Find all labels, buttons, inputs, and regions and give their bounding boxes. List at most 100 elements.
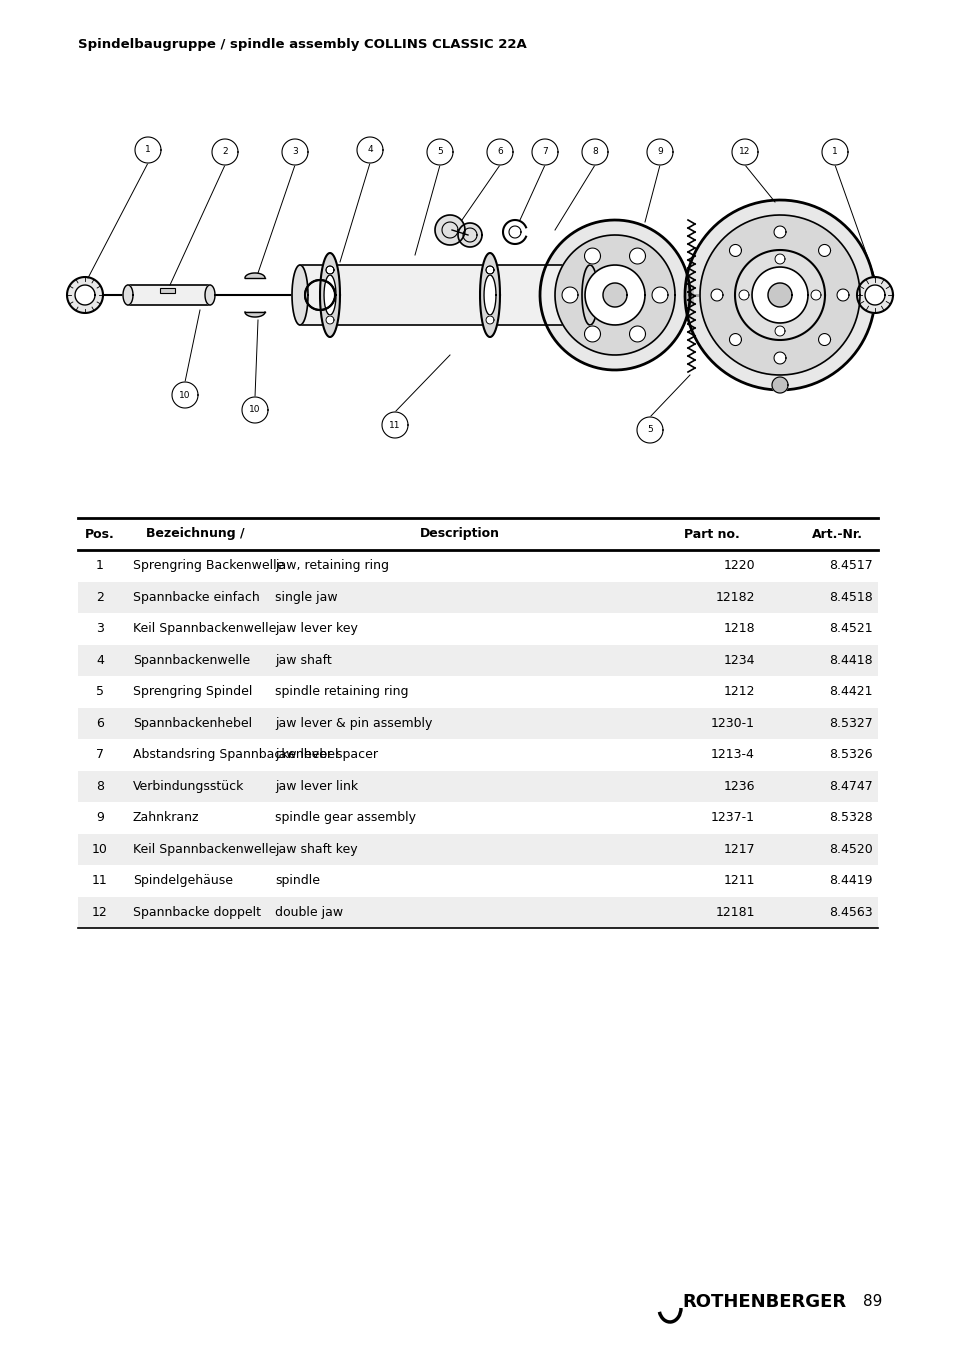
Polygon shape: [864, 285, 884, 306]
Polygon shape: [326, 266, 334, 274]
Polygon shape: [245, 312, 265, 316]
Polygon shape: [78, 771, 877, 802]
Text: 11: 11: [92, 875, 108, 887]
Text: 1237-1: 1237-1: [710, 811, 754, 825]
Polygon shape: [856, 277, 892, 314]
Text: jaw, retaining ring: jaw, retaining ring: [274, 560, 389, 572]
Text: 1220: 1220: [722, 560, 754, 572]
Text: Spindelgehäuse: Spindelgehäuse: [132, 875, 233, 887]
Polygon shape: [773, 226, 785, 238]
Text: 1217: 1217: [722, 842, 754, 856]
Polygon shape: [532, 139, 558, 165]
Polygon shape: [485, 316, 494, 324]
Text: Bezeichnung /: Bezeichnung /: [146, 527, 244, 541]
Polygon shape: [486, 139, 513, 165]
Text: 8.4563: 8.4563: [828, 906, 872, 919]
Text: Abstandsring Spannbackenhebel: Abstandsring Spannbackenhebel: [132, 748, 338, 761]
Text: jaw shaft key: jaw shaft key: [274, 842, 357, 856]
Text: 7: 7: [96, 748, 104, 761]
Polygon shape: [483, 274, 496, 315]
Text: 12181: 12181: [715, 906, 754, 919]
Polygon shape: [581, 139, 607, 165]
Text: Spindelbaugruppe / spindle assembly COLLINS CLASSIC 22A: Spindelbaugruppe / spindle assembly COLL…: [78, 38, 526, 51]
Text: 10: 10: [92, 842, 108, 856]
Polygon shape: [771, 377, 787, 393]
Polygon shape: [729, 334, 740, 346]
Polygon shape: [637, 416, 662, 443]
Polygon shape: [818, 245, 830, 257]
Polygon shape: [710, 289, 722, 301]
Text: Sprengring Backenwelle: Sprengring Backenwelle: [132, 560, 284, 572]
Polygon shape: [684, 200, 874, 389]
Polygon shape: [78, 581, 877, 612]
Polygon shape: [326, 266, 334, 274]
Polygon shape: [651, 287, 667, 303]
Polygon shape: [629, 326, 645, 342]
Polygon shape: [774, 254, 784, 264]
Polygon shape: [326, 316, 334, 324]
Text: 1218: 1218: [722, 622, 754, 635]
Polygon shape: [435, 215, 464, 245]
Text: 8: 8: [96, 780, 104, 792]
Polygon shape: [172, 383, 198, 408]
Polygon shape: [751, 266, 807, 323]
Text: Verbindungsstück: Verbindungsstück: [132, 780, 244, 792]
Text: Part no.: Part no.: [683, 527, 740, 541]
Text: Sprengring Spindel: Sprengring Spindel: [132, 685, 253, 698]
Text: Spannbackenhebel: Spannbackenhebel: [132, 717, 252, 730]
Polygon shape: [581, 265, 598, 324]
Text: double jaw: double jaw: [274, 906, 343, 919]
Text: Zahnkranz: Zahnkranz: [132, 811, 199, 825]
Polygon shape: [821, 139, 847, 165]
Text: spindle: spindle: [274, 875, 319, 887]
Text: 8.4521: 8.4521: [828, 622, 872, 635]
Polygon shape: [319, 253, 339, 337]
Text: 4: 4: [96, 654, 104, 667]
Text: 1212: 1212: [722, 685, 754, 698]
Polygon shape: [242, 397, 268, 423]
Text: 11: 11: [389, 420, 400, 430]
Text: 5: 5: [646, 426, 652, 434]
Text: 1230-1: 1230-1: [710, 717, 754, 730]
Polygon shape: [629, 247, 645, 264]
Polygon shape: [810, 289, 821, 300]
Polygon shape: [818, 334, 830, 346]
Polygon shape: [356, 137, 382, 164]
Text: 6: 6: [497, 147, 502, 157]
Text: ROTHENBERGER: ROTHENBERGER: [681, 1293, 845, 1311]
Text: 1211: 1211: [722, 875, 754, 887]
Polygon shape: [381, 412, 408, 438]
Text: 1: 1: [96, 560, 104, 572]
Text: 8: 8: [592, 147, 598, 157]
Text: 2: 2: [222, 147, 228, 157]
Text: jaw shaft: jaw shaft: [274, 654, 332, 667]
Text: single jaw: single jaw: [274, 591, 337, 604]
Text: jaw lever link: jaw lever link: [274, 780, 357, 792]
Polygon shape: [485, 266, 494, 274]
Polygon shape: [212, 139, 237, 165]
Polygon shape: [299, 265, 589, 324]
Text: 5: 5: [436, 147, 442, 157]
Text: 1213-4: 1213-4: [710, 748, 754, 761]
Text: 8.4418: 8.4418: [828, 654, 872, 667]
Polygon shape: [67, 277, 103, 314]
Text: 8.5326: 8.5326: [828, 748, 872, 761]
Text: Keil Spannbackenwelle: Keil Spannbackenwelle: [132, 622, 276, 635]
Text: 4: 4: [367, 146, 373, 154]
Polygon shape: [78, 707, 877, 740]
Polygon shape: [485, 266, 494, 274]
Text: 5: 5: [96, 685, 104, 698]
Text: jaw lever key: jaw lever key: [274, 622, 357, 635]
Text: jaw lever spacer: jaw lever spacer: [274, 748, 377, 761]
Text: Pos.: Pos.: [85, 527, 114, 541]
Text: 1236: 1236: [722, 780, 754, 792]
Polygon shape: [282, 139, 308, 165]
Polygon shape: [602, 283, 626, 307]
Polygon shape: [561, 287, 578, 303]
Polygon shape: [767, 283, 791, 307]
Polygon shape: [731, 139, 758, 165]
Polygon shape: [584, 326, 599, 342]
Text: 8.4518: 8.4518: [828, 591, 872, 604]
Text: 6: 6: [96, 717, 104, 730]
Polygon shape: [135, 137, 161, 164]
